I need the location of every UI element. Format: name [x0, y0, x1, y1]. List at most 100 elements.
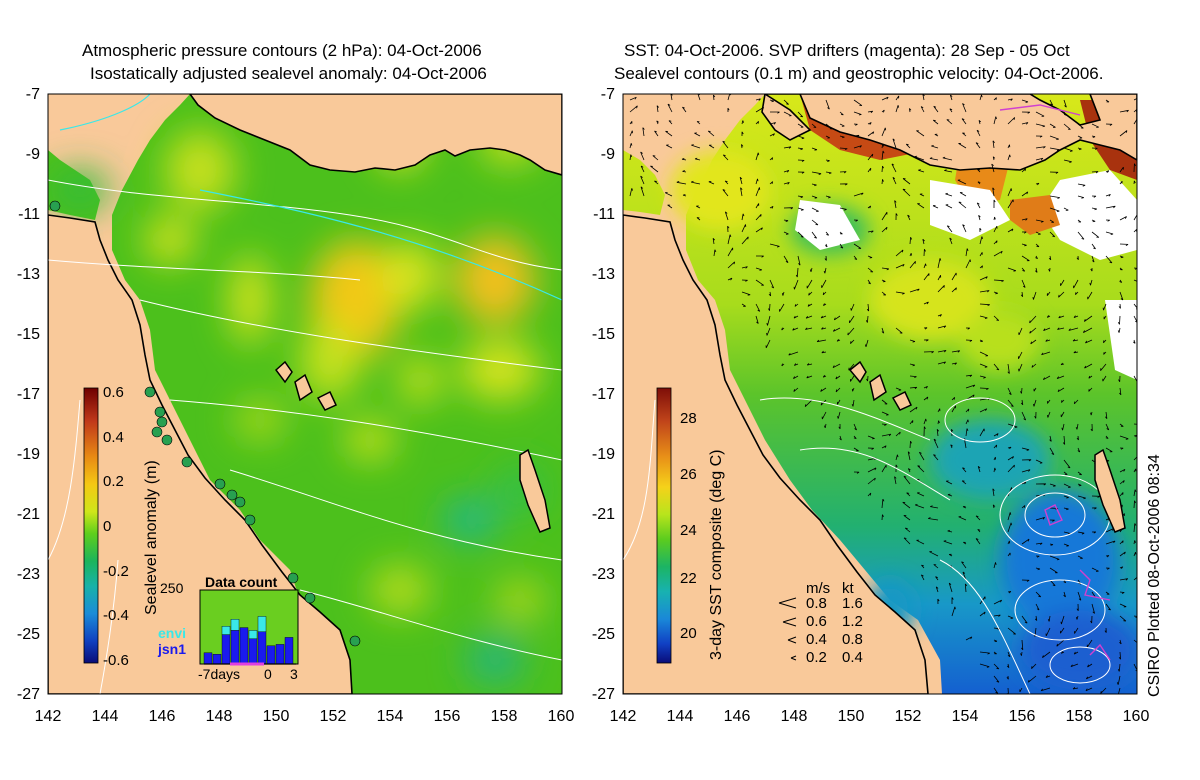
right-y-tick: -27 [591, 686, 615, 703]
velocity-arrow [906, 492, 911, 497]
velocity-arrow [965, 419, 969, 425]
velocity-arrow [937, 285, 945, 293]
velocity-arrow [1103, 351, 1107, 355]
velocity-arrow [755, 267, 763, 271]
velocity-arrow [1105, 411, 1108, 419]
velocity-arrow [1021, 168, 1026, 173]
velocity-arrow [839, 183, 848, 186]
velocity-arrow [1049, 99, 1054, 106]
left-islands [274, 360, 551, 533]
velocity-arrow [932, 119, 939, 125]
velocity-arrow [919, 193, 925, 197]
velocity-arrow [797, 255, 801, 266]
velocity-arrow [1035, 243, 1040, 248]
velocity-arrow [907, 451, 911, 461]
velocity-arrow [905, 143, 911, 149]
velocity-arrow [804, 399, 813, 407]
velocity-arrow [903, 515, 911, 521]
velocity-arrow [1090, 267, 1093, 272]
velocity-arrow [881, 165, 884, 173]
velocity-arrow [1047, 399, 1051, 404]
velocity-arrow [1021, 191, 1029, 197]
velocity-arrow [741, 120, 744, 125]
velocity-arrow [1021, 279, 1026, 288]
velocity-arrow [824, 423, 827, 429]
velocity-arrow [682, 194, 687, 197]
velocity-arrow [765, 339, 771, 349]
velocity-arrow [1035, 603, 1040, 611]
velocity-arrow [1035, 111, 1045, 117]
velocity-arrow [979, 408, 988, 413]
velocity-arrow [895, 213, 898, 221]
velocity-arrow [867, 447, 874, 450]
velocity-arrow [993, 225, 998, 233]
velocity-arrow [1105, 205, 1116, 209]
inset-bars [203, 616, 294, 665]
velocity-arrow [909, 440, 912, 449]
velocity-arrow [993, 433, 999, 437]
velocity-arrow [916, 492, 925, 497]
velocity-arrow [993, 315, 1000, 321]
velocity-arrow [1035, 157, 1044, 161]
velocity-arrow [853, 423, 857, 431]
right-cb-tick: 28 [680, 410, 697, 427]
velocity-arrow [1021, 538, 1030, 545]
velocity-arrow [1091, 171, 1099, 174]
velocity-arrow [867, 435, 875, 440]
velocity-arrow [907, 214, 911, 221]
right-australia-landmass [623, 214, 929, 694]
velocity-arrow [881, 327, 885, 334]
velocity-arrow [1119, 603, 1127, 608]
right-sst-patches [670, 150, 1137, 690]
velocity-arrow [921, 564, 925, 569]
velocity-arrow [1007, 399, 1014, 407]
velocity-arrow [811, 219, 819, 226]
right-drifter-tracks [999, 104, 1111, 661]
velocity-arrow [920, 106, 925, 113]
velocity-arrow [1118, 375, 1121, 382]
velocity-arrow [949, 94, 953, 101]
velocity-arrow [1105, 99, 1110, 103]
velocity-arrow [853, 471, 860, 474]
velocity-arrow [1077, 495, 1086, 500]
velocity-arrow [979, 236, 983, 245]
velocity-arrow [755, 227, 763, 233]
velocity-arrow [1091, 219, 1096, 223]
velocity-arrow [958, 143, 967, 149]
velocity-arrow [1076, 603, 1079, 612]
velocity-arrow [1030, 339, 1037, 345]
velocity-arrow [1072, 687, 1079, 690]
velocity-arrow [740, 187, 743, 197]
velocity-arrow [629, 96, 637, 101]
velocity-arrow [992, 156, 996, 161]
velocity-arrow [783, 207, 794, 210]
velocity-arrow [694, 132, 701, 137]
velocity-arrow [977, 465, 981, 473]
velocity-arrow [993, 199, 996, 208]
velocity-arrow [853, 111, 862, 116]
inset-bar-envi [257, 616, 267, 633]
velocity-arrow [1119, 566, 1124, 570]
velocity-arrow [948, 582, 953, 593]
velocity-arrow [1118, 303, 1121, 309]
velocity-arrow [797, 135, 805, 140]
inset-bar-jsn1 [284, 637, 294, 665]
velocity-arrow [991, 163, 995, 173]
velocity-arrow [769, 243, 780, 248]
velocity-arrow [755, 106, 765, 113]
velocity-arrow [951, 287, 957, 293]
velocity-arrow [993, 97, 997, 101]
velocity-arrow [1007, 464, 1015, 473]
velocity-arrow [811, 183, 817, 187]
velocity-arrow [1060, 362, 1065, 366]
velocity-arrow [933, 564, 939, 569]
velocity-arrow [965, 248, 969, 257]
velocity-arrow [850, 339, 855, 344]
velocity-arrow [979, 428, 985, 437]
velocity-arrow [1042, 375, 1051, 381]
velocity-arrow [1060, 627, 1065, 634]
velocity-arrow [1086, 639, 1093, 648]
velocity-arrow [1020, 387, 1023, 394]
velocity-arrow [1119, 180, 1123, 185]
right-x-tick: 154 [951, 708, 979, 725]
